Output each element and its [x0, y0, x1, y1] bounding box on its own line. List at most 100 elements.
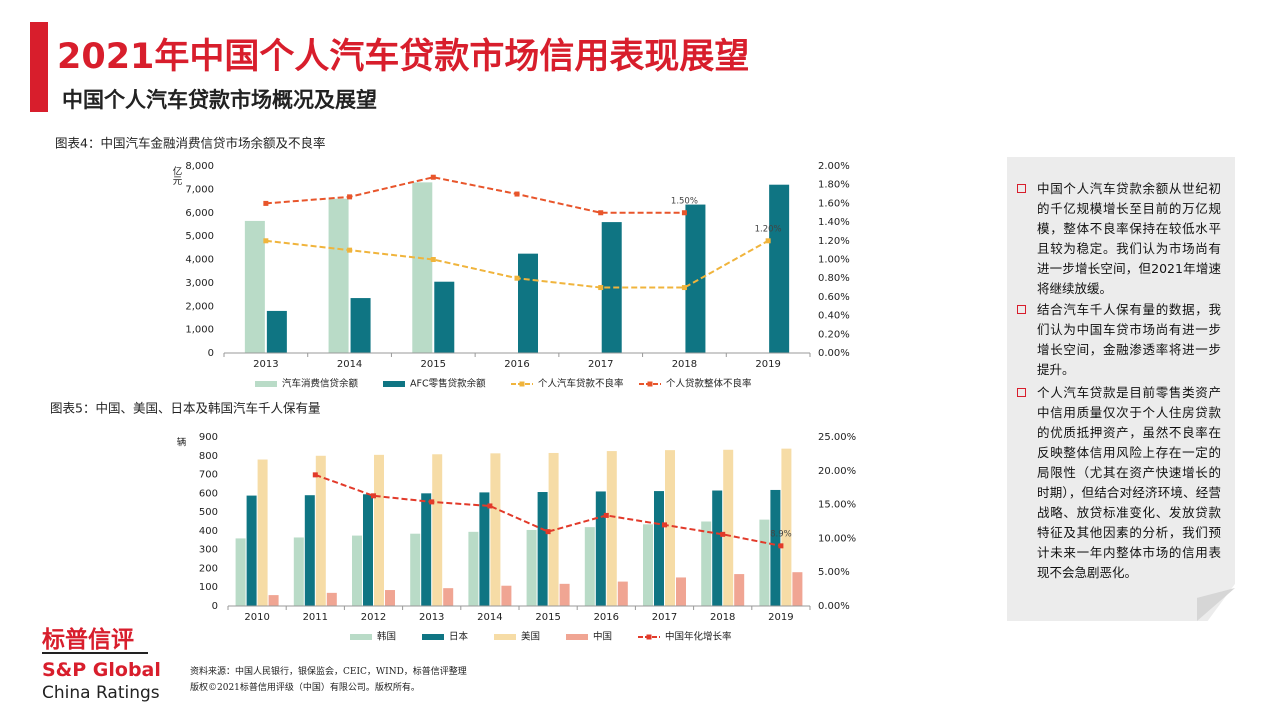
- x-tick-label: 2013: [253, 359, 278, 370]
- legend-label: 日本: [449, 631, 469, 643]
- legend-swatch: [422, 634, 444, 640]
- y2-tick-label: 1.40%: [818, 217, 850, 228]
- legend-swatch: [494, 634, 516, 640]
- y2-tick-label: 25.00%: [818, 432, 856, 443]
- bar: [410, 533, 421, 606]
- y-tick-label: 2,000: [185, 301, 214, 312]
- y2-tick-label: 10.00%: [818, 533, 856, 544]
- bar: [769, 184, 790, 353]
- bar: [701, 521, 712, 606]
- point-marker: [765, 238, 771, 244]
- bar: [246, 495, 257, 606]
- legend-label: 个人贷款整体不良率: [666, 378, 752, 390]
- point-marker: [598, 210, 604, 216]
- legend-label: AFC零售贷款余额: [410, 378, 486, 390]
- x-tick-label: 2019: [768, 612, 793, 623]
- sidebar: 中国个人汽车贷款余额从世纪初的千亿规模增长至目前的万亿规模，整体不良率保持在较低…: [1007, 157, 1235, 621]
- y-tick-label: 8,000: [185, 161, 214, 172]
- bar: [685, 204, 706, 353]
- bar: [501, 585, 512, 606]
- bar: [432, 454, 443, 606]
- x-tick-label: 2014: [337, 359, 362, 370]
- point-marker: [430, 174, 436, 180]
- bar: [352, 535, 362, 606]
- bar: [350, 298, 371, 353]
- y-tick-label: 6,000: [185, 208, 214, 219]
- point-marker: [681, 210, 687, 216]
- y2-tick-label: 0.40%: [818, 311, 850, 322]
- y-tick-label: 4,000: [185, 255, 214, 266]
- bar: [468, 531, 479, 606]
- data-label: 8.9%: [770, 529, 792, 539]
- y-tick-label: 900: [199, 432, 218, 443]
- y-tick-label: 400: [199, 526, 218, 537]
- y2-tick-label: 1.60%: [818, 198, 850, 209]
- y-tick-label: 5,000: [185, 231, 214, 242]
- bar: [479, 492, 490, 606]
- x-tick-label: 2015: [535, 612, 560, 623]
- bar: [315, 455, 326, 606]
- line-series: [314, 473, 782, 547]
- bar: [326, 592, 337, 606]
- legend-swatch: [566, 634, 588, 640]
- bar: [723, 449, 734, 606]
- x-tick-label: 2013: [419, 612, 444, 623]
- point-marker: [263, 238, 269, 244]
- legend-swatch: [255, 381, 277, 387]
- subtitle: 中国个人汽车贷款市场概况及展望: [62, 88, 377, 112]
- bar: [412, 182, 433, 353]
- legend-swatch: [519, 381, 525, 387]
- point-marker: [778, 543, 784, 549]
- y-tick-label: 200: [199, 563, 218, 574]
- y2-tick-label: 0.20%: [818, 329, 850, 340]
- legend-label: 韩国: [377, 631, 396, 643]
- bar: [759, 519, 770, 606]
- x-tick-label: 2012: [361, 612, 386, 623]
- y2-tick-label: 2.00%: [818, 161, 850, 172]
- bar: [257, 459, 268, 606]
- bar: [584, 527, 595, 606]
- bar: [385, 590, 395, 606]
- point-marker: [347, 247, 353, 253]
- bar: [304, 495, 315, 606]
- bar: [266, 310, 287, 353]
- y-tick-label: 600: [199, 488, 218, 499]
- bar: [434, 281, 455, 353]
- bar: [770, 489, 781, 606]
- point-marker: [347, 194, 353, 200]
- x-tick-label: 2019: [755, 359, 780, 370]
- y2-tick-label: 0.00%: [818, 348, 850, 359]
- bar: [676, 577, 686, 606]
- bar: [734, 574, 745, 606]
- title: 2021年中国个人汽车贷款市场信用表现展望: [57, 37, 750, 77]
- y-axis-label: 辆: [175, 436, 187, 447]
- y-tick-label: 800: [199, 451, 218, 462]
- bar: [490, 453, 501, 606]
- legend-swatch: [646, 634, 652, 640]
- bar: [363, 494, 373, 606]
- bar: [792, 572, 803, 606]
- point-marker: [681, 285, 687, 291]
- chart-title: 图表4：中国汽车金融消费信贷市场余额及不良率: [55, 136, 325, 151]
- x-tick-label: 2018: [672, 359, 697, 370]
- x-tick-label: 2010: [244, 612, 269, 623]
- y-axis-label: 亿元: [171, 165, 183, 186]
- legend-label: 个人汽车贷款不良率: [538, 378, 624, 390]
- bar: [595, 491, 606, 606]
- bar: [374, 454, 384, 606]
- legend-label: 中国年化增长率: [665, 631, 732, 643]
- data-label: 1.20%: [755, 224, 782, 234]
- point-marker: [312, 472, 318, 478]
- x-tick-label: 2015: [421, 359, 446, 370]
- bullet: 中国个人汽车贷款余额从世纪初的千亿规模增长至目前的万亿规模，整体不良率保持在较低…: [1017, 179, 1221, 299]
- legend-swatch: [383, 381, 405, 387]
- point-marker: [720, 531, 726, 537]
- bar: [526, 529, 537, 606]
- chart-title: 图表5：中国、美国、日本及韩国汽车千人保有量: [50, 401, 320, 416]
- y-tick-label: 700: [199, 470, 218, 481]
- copyright: 版权©2021标普信用评级（中国）有限公司。版权所有。: [190, 683, 420, 693]
